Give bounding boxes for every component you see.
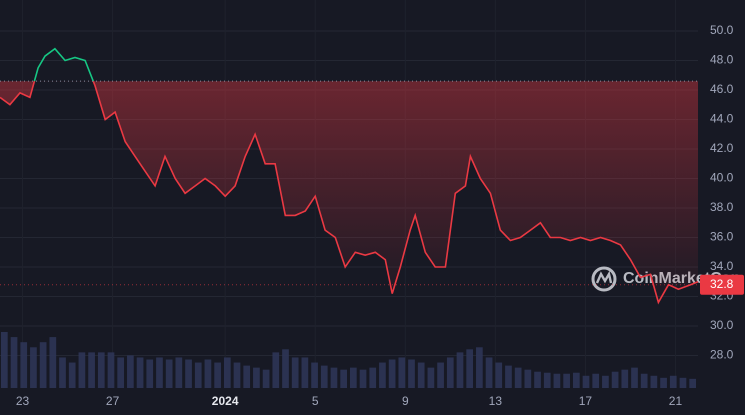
volume-bar (553, 373, 561, 388)
volume-bar (456, 352, 464, 388)
x-tick-label: 23 (16, 394, 30, 408)
y-tick-label: 34.0 (710, 259, 734, 273)
volume-bar (1, 332, 8, 388)
y-tick-label: 30.0 (710, 318, 734, 332)
volume-bar (417, 362, 425, 388)
volume-bar (572, 372, 580, 388)
y-tick-label: 40.0 (710, 171, 734, 185)
volume-bar (543, 372, 551, 388)
volume-bar (524, 369, 532, 388)
volume-bar (146, 359, 154, 388)
watermark-logo (591, 266, 617, 292)
y-tick-label: 38.0 (710, 200, 734, 214)
volume-bar (369, 367, 377, 388)
price-line (0, 81, 699, 305)
x-tick-label: 2024 (212, 394, 239, 408)
volume-bar (505, 365, 512, 388)
volume-bar (602, 375, 609, 388)
volume-bar (194, 362, 202, 388)
volume-bar (175, 357, 183, 388)
volume-bar (669, 375, 677, 388)
price-area (0, 81, 698, 303)
volume-bar (320, 365, 328, 388)
volume-bar (592, 373, 600, 388)
volume-bar (679, 377, 687, 388)
volume-bar (127, 355, 134, 388)
volume-bar (233, 362, 241, 388)
x-tick-label: 21 (669, 394, 683, 408)
volume-bar (495, 362, 503, 388)
y-tick-label: 36.0 (710, 230, 734, 244)
volume-bar (97, 352, 105, 388)
current-price-label: 32.8 (710, 277, 734, 291)
volume-bar (514, 367, 522, 388)
volume-bar (631, 367, 638, 388)
volume-bar (582, 375, 590, 388)
volume-bar (340, 369, 347, 388)
volume-bar (204, 359, 212, 388)
volume-bar (272, 352, 280, 388)
volume-bar (350, 367, 357, 388)
volume-bar (563, 373, 570, 388)
volume-bar (476, 347, 483, 388)
volume-bar (534, 371, 541, 388)
y-tick-label: 50.0 (710, 23, 734, 37)
y-tick-label: 44.0 (710, 112, 734, 126)
x-tick-label: 27 (106, 394, 120, 408)
volume-bar (466, 349, 474, 388)
watermark-logo (595, 270, 613, 284)
volume-bar (165, 359, 173, 388)
current-price-tag (700, 274, 744, 295)
y-tick-label: 46.0 (710, 82, 734, 96)
volume-bar (117, 357, 125, 388)
volume-bar (78, 352, 86, 388)
volume-bar (301, 357, 309, 388)
volume-bar (398, 357, 406, 388)
volume-bar (223, 357, 231, 388)
volume-bar (446, 357, 454, 388)
volume-bar (437, 362, 444, 388)
volume-bar (611, 371, 619, 388)
volume-bar (49, 337, 57, 388)
volume-bar (10, 337, 18, 388)
volume-bar (282, 349, 289, 388)
volume-bar (59, 357, 66, 388)
volume-bar (39, 342, 47, 388)
y-tick-label: 42.0 (710, 141, 734, 155)
volume-bar (330, 367, 338, 388)
volume-bar (660, 377, 667, 388)
volume-bar (20, 342, 28, 388)
x-tick-label: 9 (402, 394, 409, 408)
volume-bar (68, 362, 76, 388)
volume-bar (379, 362, 386, 388)
volume-bar (262, 369, 270, 388)
volume-bar (640, 373, 648, 388)
volume-bar (88, 352, 95, 388)
volume-bar (253, 367, 260, 388)
volume-bar (388, 359, 396, 388)
volume-bar (427, 367, 435, 388)
volume-bar (621, 369, 629, 388)
volume-bar (185, 359, 192, 388)
volume-bar (30, 347, 37, 388)
volume-bar (243, 365, 251, 388)
x-tick-label: 5 (312, 394, 319, 408)
volume-bar (485, 357, 493, 388)
volume-bar (359, 369, 367, 388)
x-tick-label: 17 (579, 394, 593, 408)
volume-bar (689, 378, 696, 388)
y-tick-label: 48.0 (710, 53, 734, 67)
y-tick-label: 28.0 (710, 348, 734, 362)
volume-bar (311, 362, 318, 388)
x-tick-label: 13 (489, 394, 503, 408)
volume-bar (136, 357, 144, 388)
volume-bar (291, 357, 299, 388)
volume-bar (156, 357, 163, 388)
volume-bar (107, 352, 115, 388)
volume-bar (408, 359, 415, 388)
volume-bar (214, 362, 221, 388)
volume-bar (650, 375, 658, 388)
